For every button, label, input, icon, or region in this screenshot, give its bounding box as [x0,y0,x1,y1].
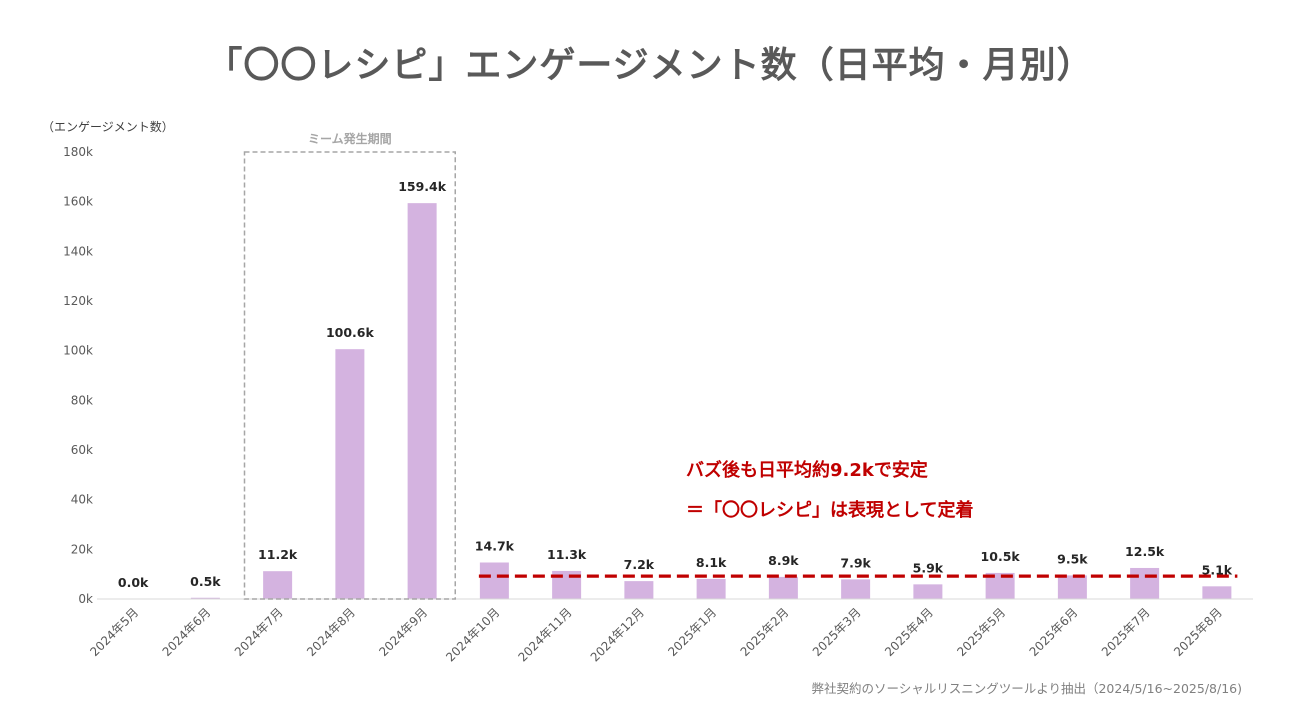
data-label: 11.2k [258,547,298,562]
x-tick-label: 2024年12月 [588,605,647,664]
y-tick-label: 0k [78,592,93,606]
x-tick-label: 2025年5月 [954,605,1008,659]
bar [263,571,293,599]
source-note: 弊社契約のソーシャルリスニングツールより抽出（2024/5/16~2025/8/… [811,681,1242,696]
x-tick-label: 2025年1月 [665,605,719,659]
bar [1057,575,1087,599]
bar [624,581,654,599]
bars [190,203,1232,599]
y-tick-label: 140k [63,244,93,258]
bar [768,576,798,599]
bar [335,349,365,599]
data-label: 14.7k [475,538,515,553]
x-tick-label: 2024年9月 [376,605,430,659]
bar [1202,586,1232,599]
annotation-line-1: バズ後も日平均約9.2kで安定 [686,460,928,481]
y-axis-ticks: 0k 20k 40k 60k 80k 100k 120k 140k 160k 180k [63,145,93,606]
x-tick-label: 2024年11月 [515,605,574,664]
x-tick-label: 2024年10月 [443,605,502,664]
data-label: 0.5k [190,574,221,589]
x-tick-label: 2025年4月 [882,605,936,659]
data-label: 8.1k [696,555,727,570]
x-tick-label: 2025年7月 [1099,605,1153,659]
data-label: 159.4k [398,179,447,194]
y-tick-label: 160k [63,195,93,209]
overlays: ミーム発生期間 [243,131,1238,600]
y-tick-label: 80k [71,393,93,407]
x-axis-ticks: 2024年5月 2024年6月 2024年7月 2024年8月 2024年9月 2024年… [87,598,1253,664]
bar [479,562,509,599]
y-tick-label: 180k [63,145,93,159]
bar [1130,567,1160,599]
x-tick-label: 2025年2月 [738,605,792,659]
x-tick-label: 2025年3月 [810,605,864,659]
bar [190,597,220,599]
bar [841,579,871,599]
x-tick-label: 2024年5月 [87,605,141,659]
data-label: 8.9k [768,553,799,568]
y-axis-label: （エンゲージメント数） [42,120,174,134]
x-tick-label: 2025年8月 [1171,605,1225,659]
data-label: 100.6k [326,325,375,340]
data-label: 9.5k [1057,551,1088,566]
data-label: 5.9k [913,560,944,575]
x-tick-label: 2024年6月 [160,605,214,659]
y-tick-label: 120k [63,294,93,308]
y-tick-label: 60k [71,443,93,457]
data-label: 7.2k [624,557,655,572]
highlight-label: ミーム発生期間 [308,131,392,146]
y-tick-label: 100k [63,344,93,358]
annotation-line-2: ＝「〇〇レシピ」は表現として定着 [686,500,974,521]
x-tick-label: 2024年8月 [304,605,358,659]
chart-title: 「〇〇レシピ」エンゲージメント数（日平均・月別） [206,45,1094,86]
data-label: 0.0k [118,575,149,590]
data-label: 11.3k [547,547,587,562]
data-label: 12.5k [1125,544,1165,559]
bar [407,203,437,599]
bar [913,584,943,599]
data-labels: 0.0k 0.5k 11.2k 100.6k 159.4k 14.7k 11.3k 7.2k 8… [118,179,1233,590]
data-label: 7.9k [840,555,871,570]
y-tick-label: 20k [71,542,93,556]
y-tick-label: 40k [71,493,93,507]
data-label: 5.1k [1202,562,1233,577]
data-label: 10.5k [981,549,1021,564]
x-tick-label: 2025年6月 [1027,605,1081,659]
x-tick-label: 2024年7月 [232,605,286,659]
highlight-box [243,151,456,600]
bar [696,578,726,599]
